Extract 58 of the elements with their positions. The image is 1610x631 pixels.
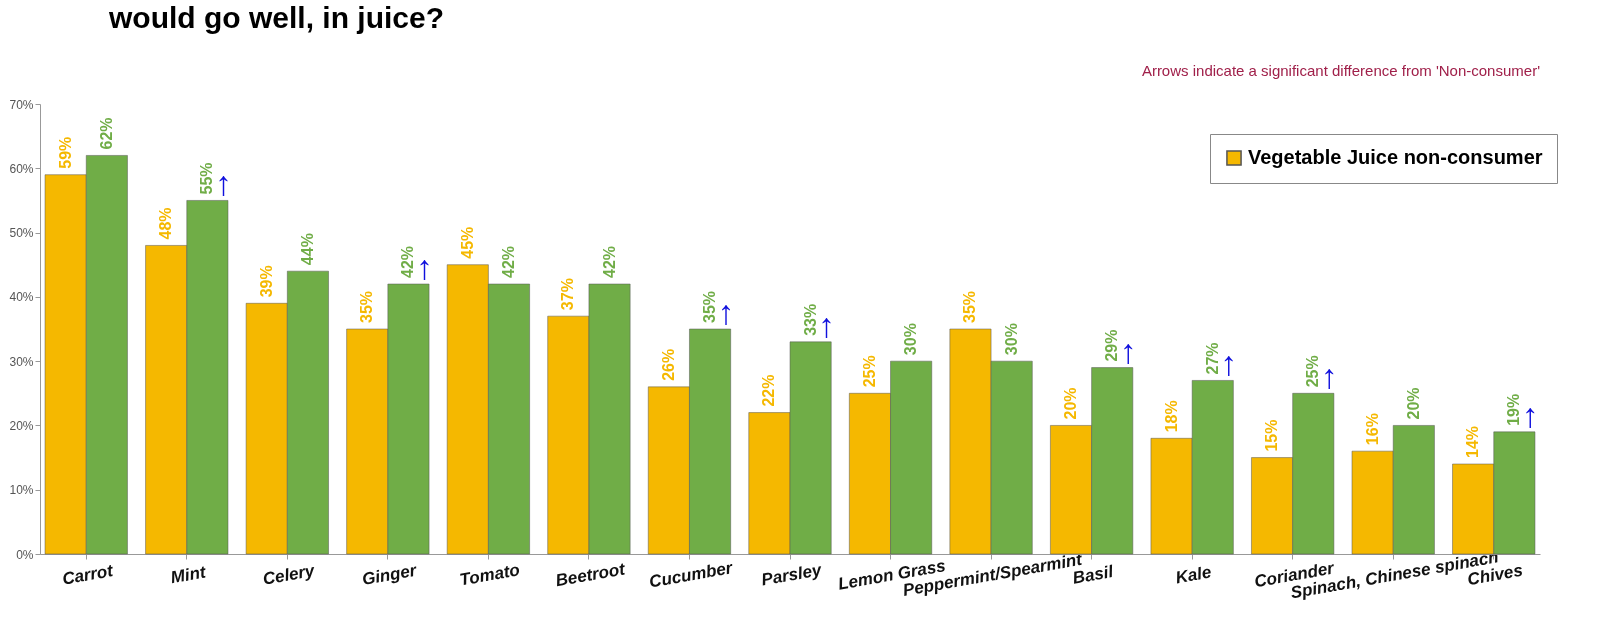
data-label: 42% [399, 245, 417, 278]
data-label: 30% [1002, 323, 1020, 356]
data-label: 37% [559, 278, 577, 311]
x-tick-label: Celery [261, 560, 318, 589]
y-tick-label: 40% [9, 290, 34, 305]
data-label: 27% [1203, 342, 1221, 375]
text: Arrows indicate a significant difference from 'Non-consumer' [1141, 62, 1541, 79]
x-tick-label: Parsley [759, 560, 825, 590]
data-label: 18% [1162, 400, 1180, 433]
x-tick-label: Cucumber [647, 557, 736, 592]
data-label: 30% [902, 323, 920, 356]
data-label: 45% [458, 226, 476, 259]
data-label: 35% [358, 290, 376, 323]
data-label: 15% [1263, 419, 1281, 452]
data-label: 42% [500, 245, 517, 278]
data-label: 62% [97, 117, 115, 150]
annotation: ↑ [214, 164, 232, 203]
x-tick-label: Carrot [60, 560, 116, 589]
data-label: 35% [961, 290, 979, 323]
annotation: ↑ [1521, 395, 1539, 434]
data-label: 33% [801, 303, 819, 336]
data-label: 16% [1363, 413, 1381, 446]
legend-label: Vegetable Juice non-consumer [1248, 146, 1543, 168]
y-tick-label: 50% [9, 226, 34, 241]
data-label: 59% [56, 136, 74, 169]
annotation: ↑ [1220, 344, 1238, 383]
data-label: 20% [1404, 387, 1422, 420]
x-tick-label: Kale [1174, 562, 1213, 588]
data-label: 19% [1505, 393, 1523, 426]
chart-title: would go well, in juice? [107, 1, 444, 34]
data-label: 48% [157, 207, 175, 240]
y-tick-label: 0% [16, 547, 34, 562]
data-label: 35% [701, 290, 719, 323]
data-label: 25% [1304, 355, 1322, 388]
x-tick-label: Beetroot [554, 559, 628, 591]
data-label: 29% [1103, 329, 1121, 362]
data-label: 55% [198, 162, 216, 195]
x-tick-label: Tomato [458, 560, 522, 590]
y-tick-label: 70% [9, 97, 34, 112]
data-label: 14% [1464, 425, 1482, 458]
data-label: 20% [1062, 387, 1079, 420]
annotation: ↑ [818, 305, 836, 344]
y-tick-label: 20% [9, 418, 34, 433]
y-tick-label: 30% [9, 354, 34, 369]
data-label: 42% [600, 245, 618, 278]
x-tick-label: Ginger [360, 560, 420, 589]
data-label: 39% [257, 265, 275, 298]
annotation: ↑ [717, 293, 735, 331]
data-label: 25% [860, 355, 878, 388]
annotation: ↑ [1320, 357, 1338, 396]
x-tick-label: Mint [169, 562, 209, 588]
data-label: 44% [298, 233, 316, 266]
data-label: 26% [659, 348, 677, 381]
y-tick-label: 10% [9, 483, 34, 498]
annotation: ↑ [415, 248, 433, 286]
annotation: ↑ [1119, 331, 1137, 370]
data-label: 22% [760, 374, 778, 407]
y-tick-label: 60% [9, 161, 34, 176]
